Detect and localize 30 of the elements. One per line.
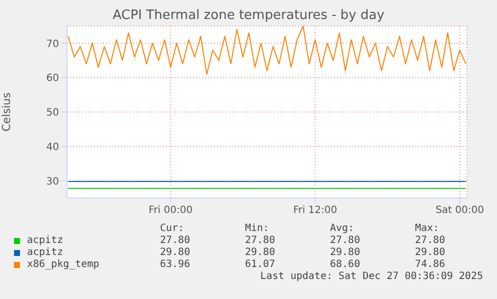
legend-label: acpitz	[27, 247, 64, 258]
text: 74.86	[415, 259, 446, 270]
text: 68.60	[330, 259, 360, 270]
legend-label: acpitz	[27, 235, 64, 246]
x-tick-label: Fri 00:00	[148, 205, 193, 216]
chart-title: ACPI Thermal zone temperatures - by day	[112, 8, 386, 23]
text: 27.80	[160, 235, 190, 246]
text: 27.80	[415, 235, 446, 246]
text: Min:	[245, 223, 270, 234]
y-tick-label: 60	[46, 73, 59, 84]
y-tick-label: 30	[46, 176, 59, 188]
text: 61.07	[245, 259, 276, 270]
x-tick-label: Fri 12:00	[293, 205, 338, 216]
text: Cur:	[160, 223, 184, 234]
legend-label: x86_pkg_temp	[27, 259, 100, 270]
x-tick-label: Sat 00:00	[436, 205, 484, 216]
text: 29.80	[415, 247, 446, 258]
text: 29.80	[245, 247, 276, 258]
text: 29.80	[330, 247, 360, 258]
text: 27.80	[245, 235, 276, 246]
text: 63.96	[160, 259, 190, 270]
y-tick-label: 70	[46, 38, 59, 50]
text: Avg:	[330, 223, 354, 234]
text: Last update: Sat Dec 27 00:36:09 2025	[260, 271, 483, 282]
y-axis-title: Celsius	[0, 92, 13, 132]
y-tick-label: 40	[46, 142, 59, 153]
text: 27.80	[330, 235, 360, 246]
y-tick-label: 50	[46, 108, 59, 119]
text: 29.80	[160, 247, 190, 258]
text: Max:	[415, 223, 440, 234]
